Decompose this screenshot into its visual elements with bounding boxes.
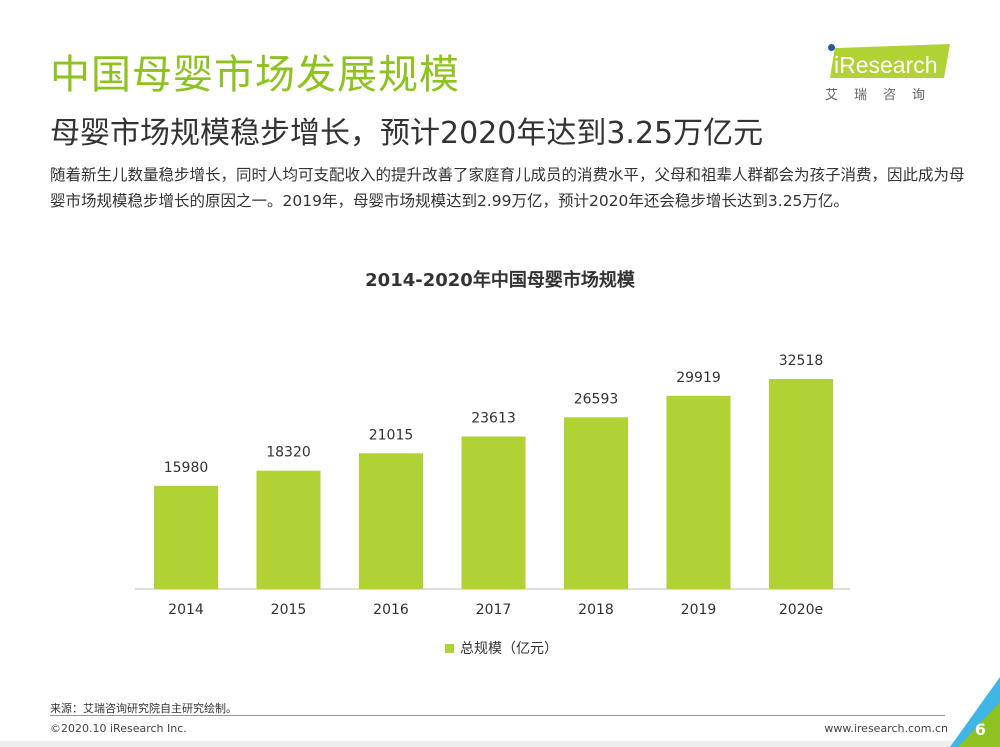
corner-decoration: [950, 677, 1000, 747]
description: 随着新生儿数量稳步增长，同时人均可支配收入的提升改善了家庭育儿成员的消费水平，父…: [50, 166, 965, 210]
x-tick-label: 2017: [476, 602, 512, 618]
legend: 总规模（亿元）: [445, 638, 558, 658]
source-note: 来源：艾瑞咨询研究院自主研究绘制。: [50, 702, 237, 715]
data-label: 15980: [164, 460, 209, 476]
chart-title: 2014-2020年中国母婴市场规模: [365, 270, 635, 291]
website-link[interactable]: www.iresearch.com.cn: [824, 722, 948, 735]
data-label: 26593: [574, 391, 619, 407]
x-tick-label: 2015: [271, 602, 307, 618]
bar: [154, 485, 218, 589]
copyright: ©2020.10 iResearch Inc.: [50, 722, 187, 735]
bar: [666, 395, 731, 589]
data-label: 18320: [266, 445, 311, 461]
data-label: 21015: [369, 427, 414, 443]
x-tick-label: 2020e: [779, 602, 823, 618]
page-title: 中国母婴市场发展规模: [50, 52, 460, 98]
legend-label: 总规模（亿元）: [460, 641, 558, 657]
legend-swatch: [445, 643, 454, 653]
x-tick-label: 2019: [681, 602, 717, 618]
data-label: 29919: [676, 370, 721, 386]
bar: [461, 436, 526, 589]
x-tick-label: 2018: [578, 602, 614, 618]
page-subtitle: 母婴市场规模稳步增长，预计2020年达到3.25万亿元: [50, 116, 764, 151]
footer-divider: [50, 715, 945, 716]
x-tick-label: 2014: [168, 602, 204, 618]
logo-dot-icon: [828, 44, 835, 51]
data-label: 23613: [471, 411, 516, 427]
bar: [769, 379, 833, 589]
page-number: 6: [974, 720, 986, 739]
bar: [256, 470, 321, 589]
bottom-bar: [0, 741, 1000, 747]
x-tick-label: 2016: [373, 602, 409, 618]
bar: [359, 453, 423, 589]
logo-brand: iResearch: [834, 52, 938, 78]
bar: [564, 417, 628, 589]
iresearch-logo: iResearch 艾瑞咨询: [825, 40, 955, 105]
logo-cn: 艾瑞咨询: [825, 88, 942, 103]
data-label: 32518: [779, 353, 824, 369]
